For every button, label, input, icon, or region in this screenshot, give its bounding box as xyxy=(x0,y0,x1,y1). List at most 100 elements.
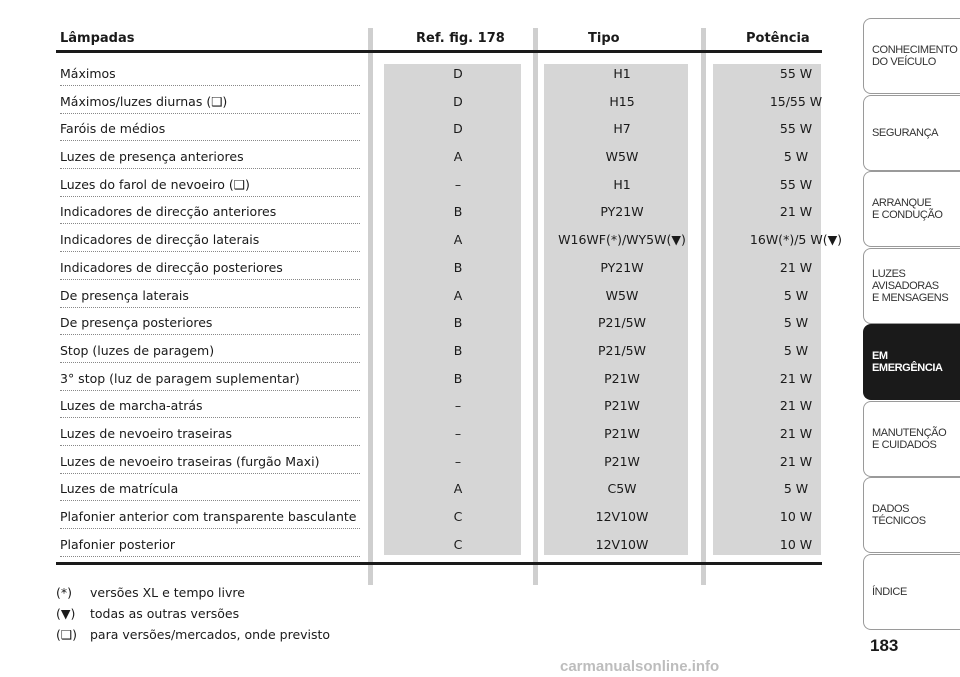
power-cell: 21 W xyxy=(779,425,813,441)
table-row: Plafonier posterior C 12V10W 10 W xyxy=(56,533,822,561)
chapter-tab[interactable]: DADOS TÉCNICOS xyxy=(863,477,960,553)
chapter-tab[interactable]: ÍNDICE xyxy=(863,553,960,630)
lamp-cell: Luzes do farol de nevoeiro (❑) xyxy=(60,176,360,197)
ref-cell: B xyxy=(453,370,463,386)
ref-cell: B xyxy=(453,204,463,220)
type-cell: P21/5W xyxy=(598,315,646,331)
power-cell: 10 W xyxy=(779,536,813,552)
lamp-cell: Stop (luzes de paragem) xyxy=(60,342,360,363)
footnote-text: todas as outras versões xyxy=(90,606,240,621)
type-cell: P21W xyxy=(604,425,640,441)
power-cell: 21 W xyxy=(779,204,813,220)
footnotes: (*) versões XL e tempo livre (▼) todas as o… xyxy=(56,582,330,645)
table-row: 3° stop (luz de paragem suplementar) B P21… xyxy=(56,367,822,395)
power-cell: 5 W xyxy=(783,315,809,331)
power-cell: 21 W xyxy=(779,453,813,469)
type-cell: 12V10W xyxy=(595,509,649,524)
type-cell: H7 xyxy=(613,121,631,137)
lamp-cell: Luzes de matrícula xyxy=(60,480,360,502)
power-cell: 55 W xyxy=(779,66,813,81)
table-row: Plafonier anterior com transparente basc… xyxy=(56,505,822,533)
power-cell: 5 W xyxy=(783,342,809,358)
table-row: Faróis de médios D H7 55 W xyxy=(56,117,822,145)
ref-cell: B xyxy=(453,342,463,358)
type-cell: H1 xyxy=(613,176,631,192)
lamp-cell: Indicadores de direcção anteriores xyxy=(60,203,360,225)
table-row: De presença laterais A W5W 5 W xyxy=(56,284,822,312)
lamp-cell: Luzes de nevoeiro traseiras xyxy=(60,425,360,446)
lamp-cell: Máximos/luzes diurnas (❑) xyxy=(60,93,360,114)
lamp-cell: Indicadores de direcção laterais xyxy=(60,231,360,253)
lamp-cell: De presença laterais xyxy=(60,287,360,308)
power-cell: 10 W xyxy=(779,509,813,524)
header-lamps: Lâmpadas xyxy=(60,31,135,46)
type-cell: W16WF(*)/WY5W(▼) xyxy=(558,232,686,248)
header-rule xyxy=(56,50,822,53)
lamp-cell: Faróis de médios xyxy=(60,120,360,142)
table-row: Stop (luzes de paragem) B P21/5W 5 W xyxy=(56,339,822,367)
chapter-tab[interactable]: SEGURANÇA xyxy=(863,94,960,171)
lamp-cell: Luzes de nevoeiro traseiras (furgão Maxi… xyxy=(60,453,360,474)
ref-cell: C xyxy=(453,509,463,524)
footnote-text: para versões/mercados, onde previsto xyxy=(90,627,331,642)
ref-cell: B xyxy=(453,259,463,275)
ref-cell: – xyxy=(454,453,462,469)
header-power: Potência xyxy=(746,31,810,46)
ref-cell: D xyxy=(453,93,463,109)
type-cell: PY21W xyxy=(600,204,644,220)
power-cell: 16W(*)/5 W(▼) xyxy=(749,232,843,248)
ref-cell: A xyxy=(453,481,463,497)
footnote-text: versões XL e tempo livre xyxy=(90,585,245,600)
power-cell: 5 W xyxy=(783,287,809,303)
type-cell: C5W xyxy=(607,481,637,497)
ref-cell: A xyxy=(453,232,463,248)
type-cell: H15 xyxy=(609,93,635,109)
chapter-tab[interactable]: LUZES AVISADORAS E MENSAGENS xyxy=(863,247,960,324)
power-cell: 21 W xyxy=(779,398,813,414)
table-row: Indicadores de direcção posteriores B PY21… xyxy=(56,256,822,284)
lamp-cell: Luzes de marcha-atrás xyxy=(60,397,360,419)
watermark: carmanualsonline.info xyxy=(560,658,720,675)
type-cell: W5W xyxy=(605,287,639,303)
type-cell: P21W xyxy=(604,398,640,414)
power-cell: 5 W xyxy=(783,481,809,497)
chapter-tab[interactable]: ARRANQUE E CONDUÇÃO xyxy=(863,171,960,247)
lamp-cell: 3° stop (luz de paragem suplementar) xyxy=(60,370,360,391)
chapter-tab[interactable]: CONHECIMENTO DO VEÍCULO xyxy=(863,18,960,94)
power-cell: 5 W xyxy=(783,149,809,165)
header-ref: Ref. fig. 178 xyxy=(416,31,505,46)
table-row: Luzes de marcha-atrás – P21W 21 W xyxy=(56,394,822,422)
page-number: 183 xyxy=(870,636,899,655)
footnote-symbol: (▼) xyxy=(56,606,76,621)
type-cell: H1 xyxy=(613,66,631,81)
lamp-cell: Máximos xyxy=(60,65,360,86)
footnote-symbol: (❑) xyxy=(56,627,77,642)
table-row: De presença posteriores B P21/5W 5 W xyxy=(56,311,822,339)
table-row: Luzes de presença anteriores A W5W 5 W xyxy=(56,145,822,173)
power-cell: 21 W xyxy=(779,259,813,275)
power-cell: 21 W xyxy=(779,370,813,386)
bulb-table: Lâmpadas Ref. fig. 178 Tipo Potência Máx… xyxy=(56,24,842,585)
table-row: Luzes de nevoeiro traseiras (furgão Maxi… xyxy=(56,450,822,478)
ref-column-bg xyxy=(384,64,521,555)
table-row: Indicadores de direcção anteriores B PY21W… xyxy=(56,200,822,228)
type-column-bg xyxy=(544,64,688,555)
ref-cell: D xyxy=(453,66,463,81)
type-cell: P21W xyxy=(604,453,640,469)
lamp-cell: Luzes de presença anteriores xyxy=(60,148,360,170)
bottom-rule xyxy=(56,562,822,565)
power-cell: 55 W xyxy=(779,176,813,192)
ref-cell: – xyxy=(454,398,462,414)
footnote: (*) versões XL e tempo livre xyxy=(56,582,330,603)
chapter-tab[interactable]: MANUTENÇÃO E CUIDADOS xyxy=(863,400,960,477)
footnote-symbol: (*) xyxy=(56,585,73,600)
column-separator xyxy=(368,28,373,585)
ref-cell: A xyxy=(453,149,463,165)
type-cell: P21/5W xyxy=(598,342,646,358)
ref-cell: – xyxy=(454,425,462,441)
power-column-bg xyxy=(713,64,821,555)
chapter-tab[interactable]: EM EMERGÊNCIA xyxy=(863,324,960,400)
table-row: Luzes de matrícula A C5W 5 W xyxy=(56,477,822,505)
header-type: Tipo xyxy=(588,31,620,46)
column-separator xyxy=(533,28,538,585)
